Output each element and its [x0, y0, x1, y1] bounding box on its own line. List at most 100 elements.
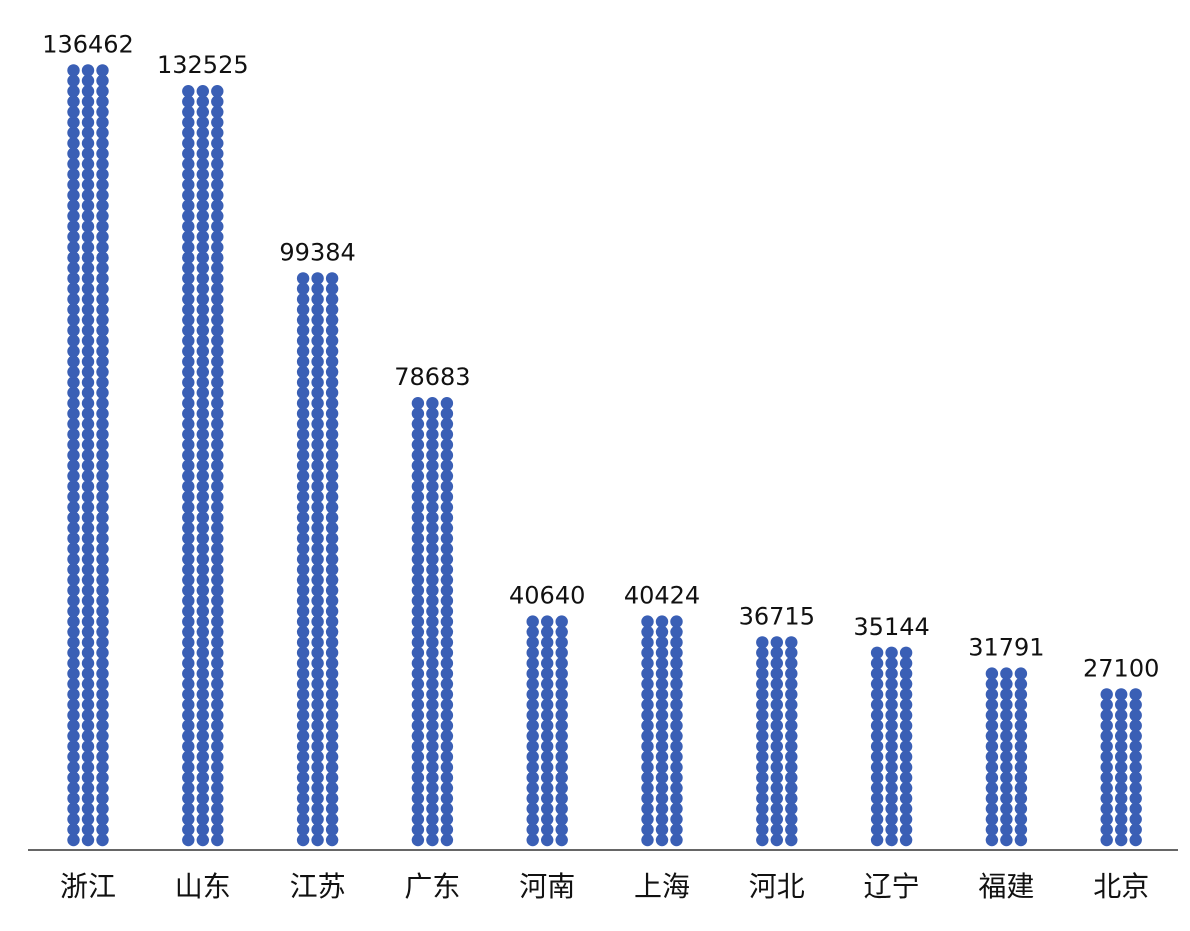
bar-dot	[67, 189, 80, 202]
bar-dot	[440, 781, 454, 795]
bar-dot	[641, 792, 654, 805]
bar-dot	[870, 823, 884, 836]
bar-dot	[899, 813, 913, 826]
bar-dot	[211, 469, 224, 483]
bar-dot	[870, 719, 884, 732]
bar-dot	[196, 657, 209, 670]
bar-dot	[67, 584, 80, 597]
bar-dot	[96, 698, 109, 711]
bar-dot	[785, 646, 798, 659]
bar-dot	[211, 511, 224, 524]
x-tick-label: 江苏	[290, 870, 346, 903]
bar-dot	[211, 761, 224, 774]
bar-dot	[81, 303, 95, 316]
bar-dot	[211, 397, 224, 410]
bar-dot	[81, 272, 95, 285]
bar-dot	[81, 636, 95, 649]
bar-dot	[211, 355, 224, 368]
bar-dot	[67, 833, 80, 847]
bar-dot	[655, 740, 669, 753]
bar-dot	[211, 209, 224, 223]
bar-dot	[67, 813, 80, 826]
bar-dot	[182, 511, 195, 524]
bar-dot	[296, 407, 310, 420]
bar-dot	[182, 792, 195, 805]
bar-dot	[296, 605, 310, 618]
bar-dot	[182, 209, 195, 223]
bar-dot	[311, 823, 324, 836]
bar-dot	[985, 833, 999, 847]
bar-dot	[541, 698, 554, 711]
bar-dot	[182, 293, 195, 306]
bar-dot	[325, 480, 339, 493]
x-tick-label: 北京	[1093, 870, 1149, 903]
bar-dot	[196, 781, 209, 795]
bar-dot	[641, 709, 654, 722]
bar-dot	[426, 397, 439, 410]
bar-dot	[182, 261, 195, 275]
bar-dot	[1115, 813, 1128, 826]
bar-dot	[67, 137, 80, 150]
bar-dot	[440, 594, 454, 607]
bar-dot	[770, 636, 783, 649]
bar-dot	[67, 334, 80, 347]
bar-dot	[756, 813, 769, 826]
bar-dot	[196, 261, 209, 275]
bar-dot	[311, 740, 324, 753]
bar-dot	[196, 833, 209, 847]
bar-dot	[81, 209, 95, 223]
bar-dot	[1000, 750, 1013, 763]
x-tick-label: 上海	[634, 870, 690, 903]
bar-dot	[196, 677, 209, 691]
bar-dot	[785, 833, 798, 847]
bar-dot	[81, 178, 95, 191]
bar-dot	[1129, 719, 1142, 732]
bar-dot	[785, 698, 798, 711]
bar-dot	[81, 251, 95, 264]
bar-dot	[81, 792, 95, 805]
bar-dot	[67, 459, 80, 472]
bar-dot	[785, 657, 798, 670]
bar-dot	[211, 345, 224, 358]
bar-dot	[555, 823, 568, 836]
bar-dot	[81, 677, 95, 691]
bar-dot	[311, 750, 324, 763]
bar-dot	[211, 282, 224, 295]
bar-dot	[96, 573, 109, 587]
bar-dot	[770, 719, 783, 732]
bar-dot	[1100, 802, 1113, 815]
bar-dot	[311, 345, 324, 358]
bar-dot	[1100, 709, 1113, 722]
bar-dot	[96, 490, 109, 503]
bar-dot	[311, 303, 324, 316]
bar-4: 78683 广东	[394, 363, 470, 903]
bar-dot	[196, 376, 209, 389]
bar-dot	[555, 761, 568, 774]
bar-dot	[756, 636, 769, 649]
bar-dot	[641, 823, 654, 836]
bar-dot	[311, 532, 324, 545]
bar-dot	[1014, 740, 1028, 753]
bar-dot	[899, 771, 913, 784]
bar-dot	[67, 719, 80, 732]
bar-dot	[870, 729, 884, 743]
bar-dot	[670, 636, 683, 649]
bar-dot	[81, 345, 95, 358]
bar-dot	[541, 625, 554, 639]
bar-dot	[296, 293, 310, 306]
bar-dot	[96, 729, 109, 743]
bar-dot	[67, 792, 80, 805]
bar-dot	[411, 698, 425, 711]
bar-dot	[81, 459, 95, 472]
bar-dot	[1000, 771, 1013, 784]
bar-dot	[756, 688, 769, 701]
bar-dot	[196, 698, 209, 711]
bar-dot	[770, 802, 783, 815]
bar-dot	[325, 615, 339, 628]
bar-dot	[440, 532, 454, 545]
bar-dot	[67, 261, 80, 275]
bar-dot	[96, 459, 109, 472]
bar-dot	[96, 397, 109, 410]
bar-1: 136462 浙江	[42, 30, 134, 903]
bar-dot	[426, 646, 439, 659]
